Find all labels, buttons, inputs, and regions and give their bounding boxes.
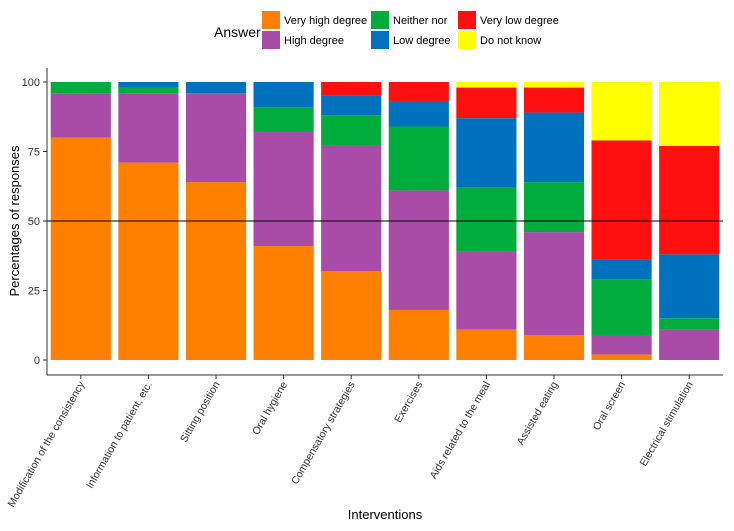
bar-segment	[591, 259, 652, 280]
bar-segment	[50, 82, 111, 94]
x-tick-label: Modification of the consistency	[6, 379, 88, 509]
y-tick-label: 25	[28, 286, 40, 298]
bar-segment	[659, 254, 720, 319]
legend-key	[458, 31, 476, 49]
bar-segment	[523, 182, 585, 233]
bar-segment	[456, 187, 517, 252]
x-tick-label: Electrical stimulation	[638, 379, 696, 468]
bar-segment	[591, 279, 652, 335]
bar-segment	[321, 271, 382, 360]
bar-segment	[591, 334, 652, 355]
legend-key	[371, 11, 389, 29]
legend-key	[262, 11, 280, 29]
x-tick-label: Aids related to the meal	[427, 380, 493, 482]
y-tick-label: 50	[28, 216, 40, 228]
legend: Answer Very high degree High degree Neithe…	[214, 11, 559, 49]
bar-segment	[659, 329, 720, 360]
y-tick-label: 75	[28, 147, 40, 159]
bar-segment	[321, 82, 382, 96]
bar-segment	[659, 145, 720, 255]
bar-segment	[388, 190, 449, 310]
bar-segment	[523, 87, 585, 113]
bar-segment	[185, 82, 247, 94]
plot-area: 0 25 50 75 100 Modification of the consistenc…	[6, 68, 723, 509]
legend-label: Very high degree	[284, 15, 367, 27]
bar-segment	[456, 87, 517, 119]
bar-segment	[523, 82, 585, 88]
bar-segment	[456, 329, 517, 360]
bar-segment	[321, 95, 382, 116]
bar-segment	[456, 251, 517, 330]
x-tick-label: Exercises	[392, 380, 425, 425]
y-tick-label: 100	[22, 77, 40, 89]
bar-segment	[118, 87, 179, 94]
x-tick-label: Oral hygiene	[250, 379, 290, 437]
legend-label: Low degree	[393, 35, 451, 47]
legend-title: Answer	[214, 24, 261, 40]
legend-label: Very low degree	[480, 15, 559, 27]
y-axis-title: Percentages of responses	[7, 145, 22, 297]
bar-segment	[253, 82, 314, 108]
bar-segment	[118, 93, 179, 163]
x-tick-label: Compensatory strategies	[289, 380, 358, 487]
bar-segment	[388, 101, 449, 127]
bar-segment	[321, 145, 382, 272]
legend-label: Do not know	[480, 35, 541, 47]
bar-segment	[523, 334, 585, 360]
bar-segment	[591, 140, 652, 260]
bar-segment	[388, 126, 449, 191]
bar-segment	[523, 112, 585, 183]
bar-segment	[118, 82, 179, 88]
bar-segment	[253, 132, 314, 247]
legend-key	[371, 31, 389, 49]
y-tick-label: 0	[34, 355, 40, 367]
x-tick-label: Sitting position	[178, 379, 223, 444]
bar-segment	[185, 182, 247, 360]
legend-key	[458, 11, 476, 29]
x-tick-label: Oral screen	[591, 379, 629, 432]
bar-segment	[523, 232, 585, 335]
bar-segment	[118, 162, 179, 360]
bar-segment	[253, 107, 314, 133]
bar-segment	[591, 354, 652, 360]
bar-segment	[50, 137, 111, 360]
bar-segment	[456, 82, 517, 88]
bar-segment	[253, 246, 314, 360]
legend-label: High degree	[284, 35, 344, 47]
bar-segment	[50, 93, 111, 138]
bar-segment	[659, 318, 720, 330]
legend-label: Neither nor	[393, 15, 448, 27]
bar-segment	[456, 118, 517, 188]
x-tick-label: Assisted eating	[515, 379, 561, 447]
bar-segment	[388, 309, 449, 360]
x-axis-title: Interventions	[348, 507, 423, 522]
x-tick-label: Information to patient, etc.	[84, 380, 155, 491]
bar-segment	[591, 82, 652, 141]
bar-segment	[321, 115, 382, 146]
legend-key	[262, 31, 280, 49]
bar-segment	[659, 82, 720, 146]
bar-segment	[185, 93, 247, 183]
bar-segment	[388, 82, 449, 102]
